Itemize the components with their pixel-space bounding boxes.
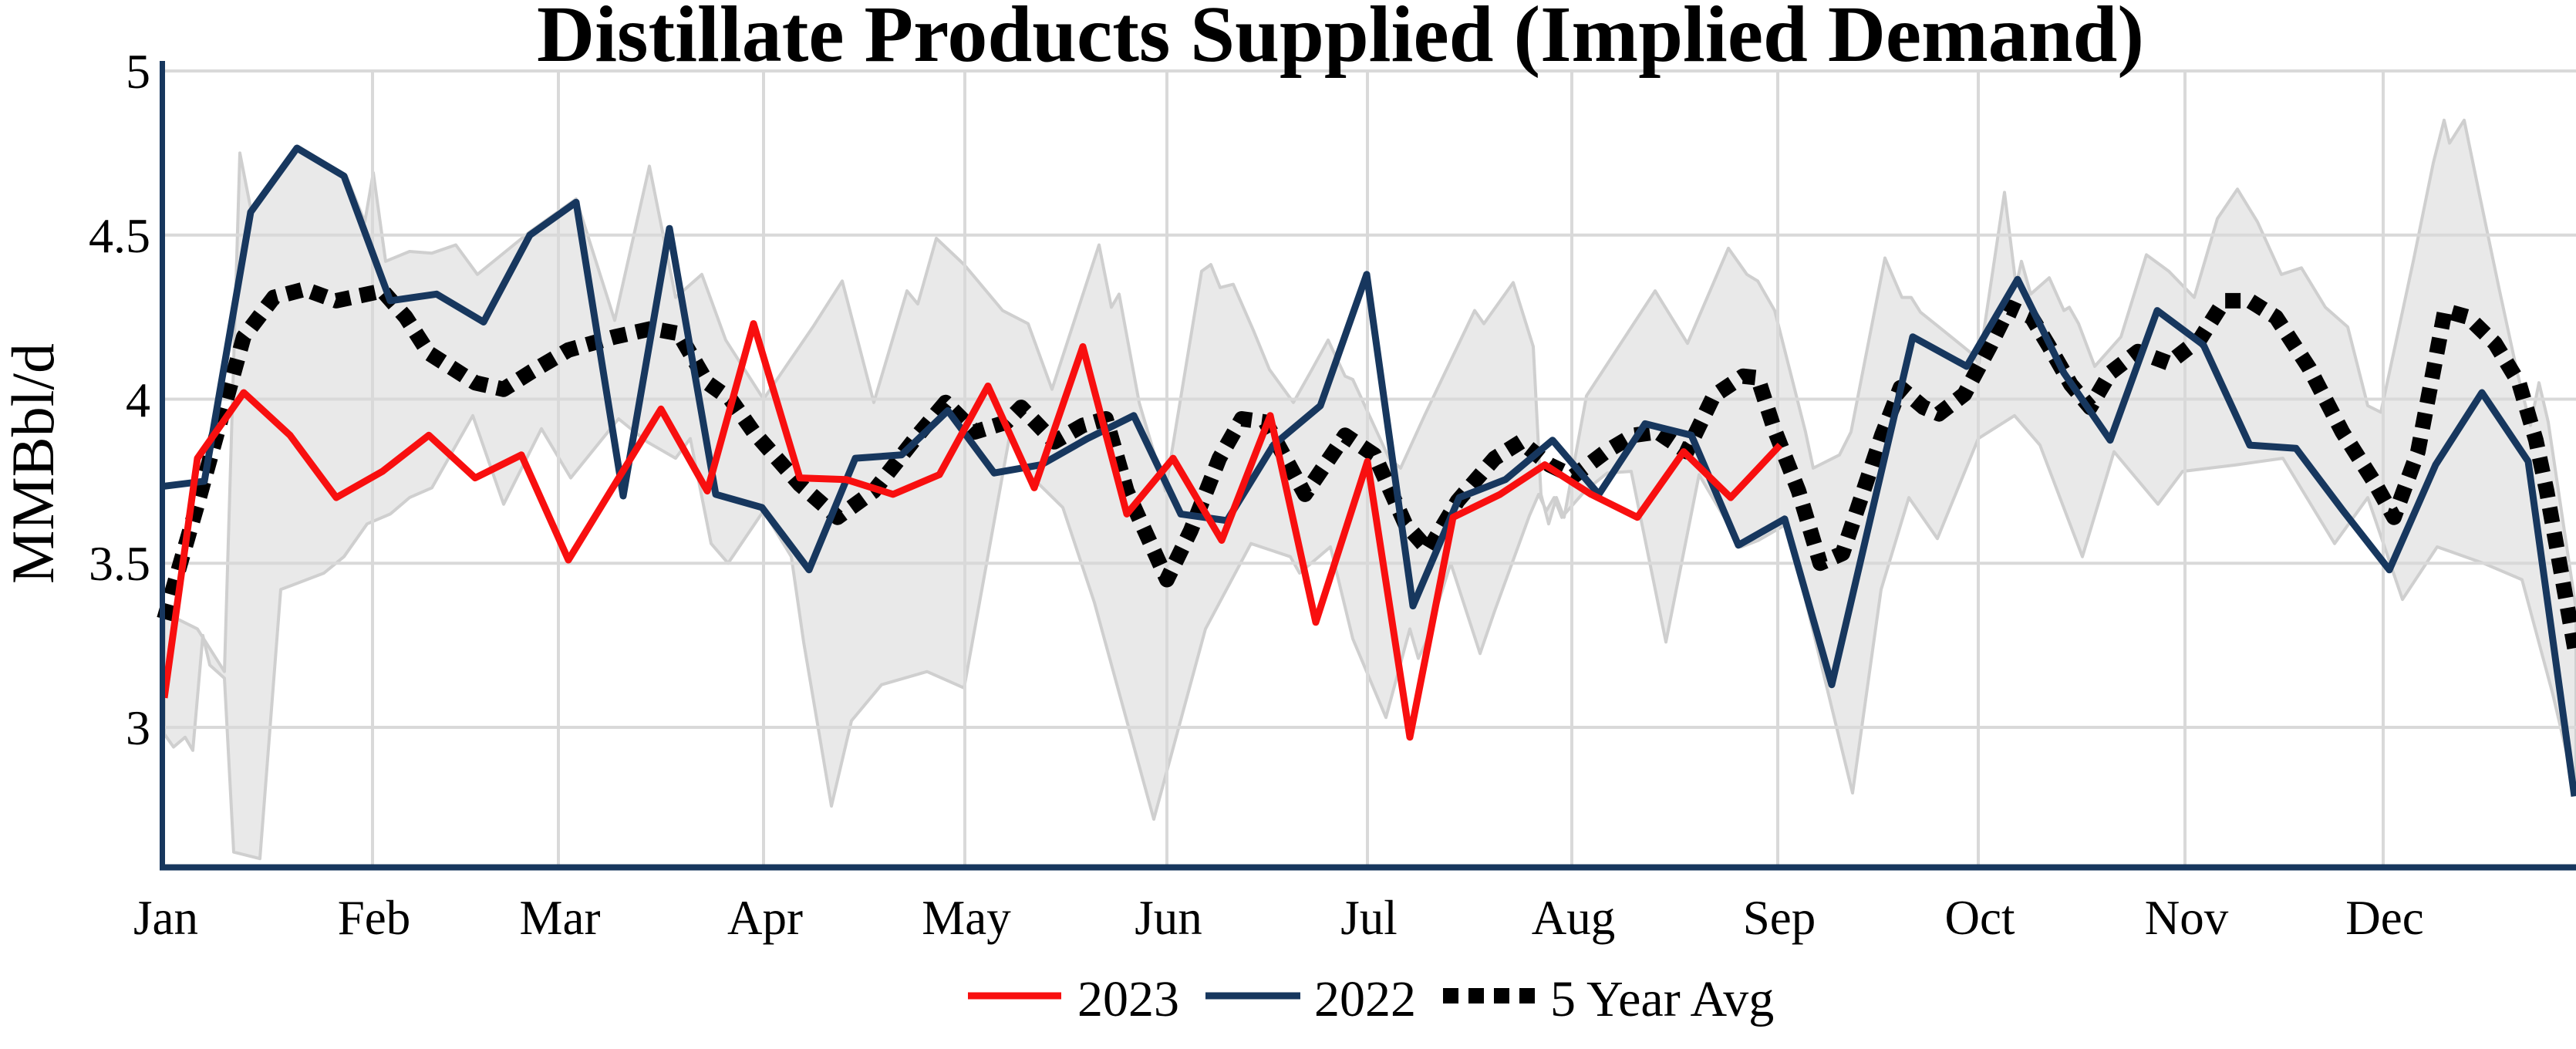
svg-text:MMBbl/d: MMBbl/d <box>0 343 66 584</box>
svg-text:Dec: Dec <box>2345 891 2423 945</box>
svg-text:3.5: 3.5 <box>89 536 150 591</box>
svg-text:4.5: 4.5 <box>89 208 150 263</box>
svg-text:3: 3 <box>126 700 150 755</box>
svg-text:Jun: Jun <box>1135 891 1202 945</box>
svg-text:Apr: Apr <box>727 891 803 945</box>
svg-text:Distillate Products Supplied (: Distillate Products Supplied (Implied De… <box>537 0 2144 79</box>
svg-text:5 Year Avg: 5 Year Avg <box>1550 971 1774 1027</box>
svg-text:Sep: Sep <box>1743 891 1816 945</box>
svg-text:2022: 2022 <box>1314 971 1416 1027</box>
svg-text:5: 5 <box>126 44 150 99</box>
svg-text:Mar: Mar <box>520 891 601 945</box>
svg-text:2023: 2023 <box>1077 971 1179 1027</box>
svg-text:May: May <box>922 891 1011 945</box>
svg-text:Jan: Jan <box>133 891 198 945</box>
svg-text:Oct: Oct <box>1945 891 2015 945</box>
svg-text:Jul: Jul <box>1340 891 1398 945</box>
svg-text:Nov: Nov <box>2145 891 2229 945</box>
svg-text:Aug: Aug <box>1532 891 1616 945</box>
svg-text:4: 4 <box>126 373 150 427</box>
svg-text:Feb: Feb <box>338 891 411 945</box>
